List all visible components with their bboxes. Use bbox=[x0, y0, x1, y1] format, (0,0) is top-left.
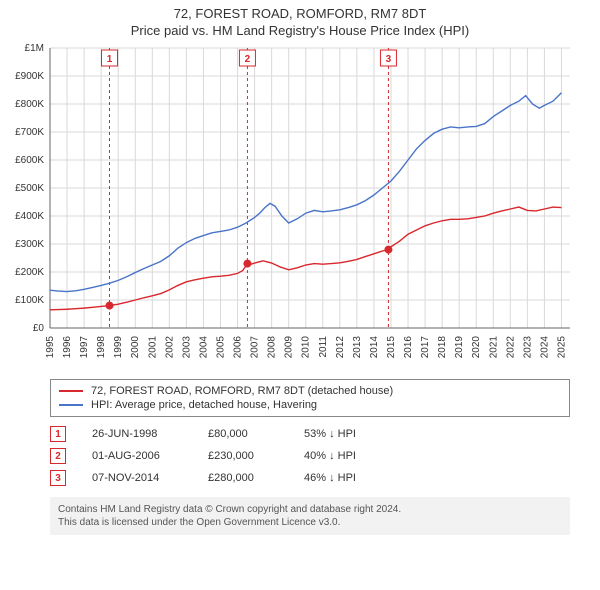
legend-label: HPI: Average price, detached house, Have… bbox=[91, 399, 317, 411]
sale-price: £80,000 bbox=[208, 428, 278, 440]
svg-text:1999: 1999 bbox=[113, 336, 124, 359]
svg-text:1997: 1997 bbox=[79, 336, 90, 359]
svg-text:2: 2 bbox=[245, 54, 251, 65]
svg-text:2021: 2021 bbox=[488, 336, 499, 359]
sale-price: £230,000 bbox=[208, 450, 278, 462]
sale-date: 07-NOV-2014 bbox=[92, 472, 182, 484]
footer-line-1: Contains HM Land Registry data © Crown c… bbox=[58, 503, 562, 516]
svg-text:2002: 2002 bbox=[164, 336, 175, 359]
svg-text:2012: 2012 bbox=[335, 336, 346, 359]
legend-swatch bbox=[59, 390, 83, 392]
sale-date: 01-AUG-2006 bbox=[92, 450, 182, 462]
sales-table: 1 26-JUN-1998 £80,000 53% ↓ HPI 2 01-AUG-2006… bbox=[50, 423, 570, 489]
legend-row: HPI: Average price, detached house, Have… bbox=[59, 398, 561, 412]
svg-text:2025: 2025 bbox=[556, 336, 567, 359]
svg-text:2004: 2004 bbox=[198, 336, 209, 359]
legend-row: 72, FOREST ROAD, ROMFORD, RM7 8DT (detac… bbox=[59, 384, 561, 398]
svg-text:2009: 2009 bbox=[284, 336, 295, 359]
svg-text:2006: 2006 bbox=[233, 336, 244, 359]
svg-text:£400K: £400K bbox=[15, 211, 44, 222]
svg-text:£700K: £700K bbox=[15, 127, 44, 138]
sale-diff: 46% ↓ HPI bbox=[304, 472, 384, 484]
svg-text:2008: 2008 bbox=[267, 336, 278, 359]
svg-text:£600K: £600K bbox=[15, 155, 44, 166]
svg-text:£300K: £300K bbox=[15, 239, 44, 250]
svg-text:2001: 2001 bbox=[147, 336, 158, 359]
legend-label: 72, FOREST ROAD, ROMFORD, RM7 8DT (detac… bbox=[91, 385, 393, 397]
svg-text:1995: 1995 bbox=[45, 336, 56, 359]
sale-diff: 40% ↓ HPI bbox=[304, 450, 384, 462]
svg-text:2017: 2017 bbox=[420, 336, 431, 359]
svg-text:2016: 2016 bbox=[403, 336, 414, 359]
chart-container: £0 £100K £200K £300K £400K £500K £600K £700K £80… bbox=[0, 38, 600, 373]
svg-text:2000: 2000 bbox=[130, 336, 141, 359]
svg-text:2023: 2023 bbox=[522, 336, 533, 359]
chart-title-address: 72, FOREST ROAD, ROMFORD, RM7 8DT bbox=[0, 6, 600, 21]
svg-text:2014: 2014 bbox=[369, 336, 380, 359]
price-chart: £0 £100K £200K £300K £400K £500K £600K £700K £80… bbox=[0, 38, 600, 368]
sales-row: 2 01-AUG-2006 £230,000 40% ↓ HPI bbox=[50, 445, 570, 467]
sale-date: 26-JUN-1998 bbox=[92, 428, 182, 440]
svg-text:1: 1 bbox=[107, 54, 113, 65]
svg-text:£800K: £800K bbox=[15, 99, 44, 110]
sale-price: £280,000 bbox=[208, 472, 278, 484]
sales-row: 3 07-NOV-2014 £280,000 46% ↓ HPI bbox=[50, 467, 570, 489]
legend-swatch bbox=[59, 404, 83, 406]
svg-text:£500K: £500K bbox=[15, 183, 44, 194]
legend: 72, FOREST ROAD, ROMFORD, RM7 8DT (detac… bbox=[50, 379, 570, 417]
sale-marker-box: 3 bbox=[50, 470, 66, 486]
svg-text:£100K: £100K bbox=[15, 295, 44, 306]
svg-text:2020: 2020 bbox=[471, 336, 482, 359]
svg-text:2018: 2018 bbox=[437, 336, 448, 359]
svg-text:£900K: £900K bbox=[15, 71, 44, 82]
svg-text:2013: 2013 bbox=[352, 336, 363, 359]
svg-text:1998: 1998 bbox=[96, 336, 107, 359]
svg-text:2005: 2005 bbox=[215, 336, 226, 359]
svg-text:2024: 2024 bbox=[539, 336, 550, 359]
sale-marker-box: 1 bbox=[50, 426, 66, 442]
sale-marker-box: 2 bbox=[50, 448, 66, 464]
svg-text:2022: 2022 bbox=[505, 336, 516, 359]
svg-text:2003: 2003 bbox=[181, 336, 192, 359]
sales-row: 1 26-JUN-1998 £80,000 53% ↓ HPI bbox=[50, 423, 570, 445]
svg-text:2011: 2011 bbox=[318, 336, 329, 358]
footer-attribution: Contains HM Land Registry data © Crown c… bbox=[50, 497, 570, 535]
svg-text:2010: 2010 bbox=[301, 336, 312, 359]
svg-text:3: 3 bbox=[386, 54, 392, 65]
svg-text:1996: 1996 bbox=[62, 336, 73, 359]
chart-title-subtitle: Price paid vs. HM Land Registry's House … bbox=[0, 23, 600, 38]
svg-text:£0: £0 bbox=[33, 323, 45, 334]
sale-diff: 53% ↓ HPI bbox=[304, 428, 384, 440]
footer-line-2: This data is licensed under the Open Gov… bbox=[58, 516, 562, 529]
svg-text:2015: 2015 bbox=[386, 336, 397, 359]
svg-text:£1M: £1M bbox=[25, 43, 44, 54]
svg-text:2007: 2007 bbox=[250, 336, 261, 359]
svg-text:2019: 2019 bbox=[454, 336, 465, 359]
svg-text:£200K: £200K bbox=[15, 267, 44, 278]
